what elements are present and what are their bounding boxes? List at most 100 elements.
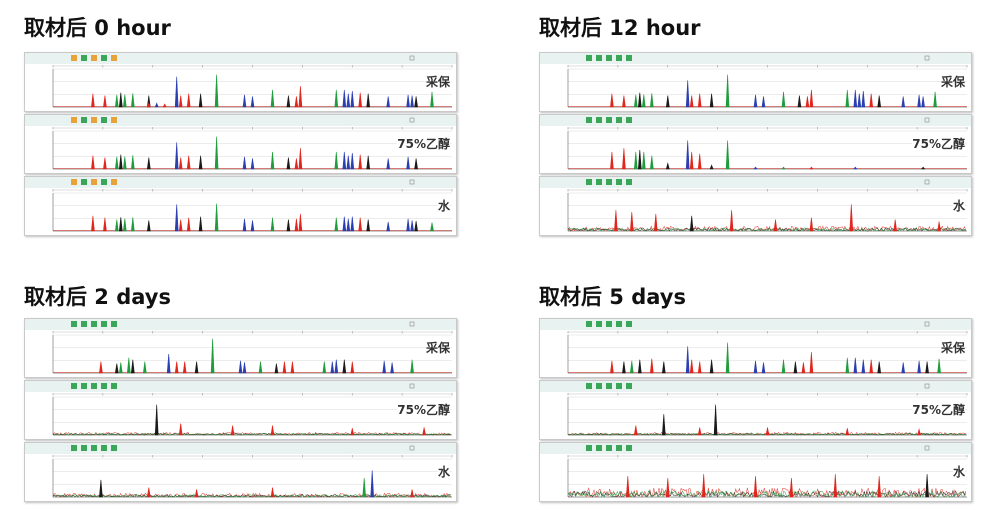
toolbar-button-icon xyxy=(71,445,77,451)
peak-green xyxy=(334,217,339,232)
checkbox-icon xyxy=(409,179,415,185)
peak-red xyxy=(174,361,179,374)
peak-blue xyxy=(242,362,247,374)
toolbar-button-icon xyxy=(91,55,97,61)
peak-black xyxy=(793,361,798,374)
peak-green xyxy=(649,93,654,108)
peak-red xyxy=(350,361,355,374)
toolbar-button-icon xyxy=(606,383,612,389)
peak-green xyxy=(430,91,434,108)
peak-blue xyxy=(350,216,355,232)
peak-green xyxy=(130,155,135,170)
peak-red xyxy=(697,361,702,374)
peak-black xyxy=(366,155,371,170)
panel-label-2-2: 水 xyxy=(437,463,450,480)
peak-red xyxy=(298,213,303,232)
panel-3-0: 采保 xyxy=(539,318,972,378)
peak-green xyxy=(781,91,786,108)
peak-blue xyxy=(334,359,339,374)
peak-blue xyxy=(386,158,391,170)
peak-blue xyxy=(154,102,159,108)
toolbar-button-icon xyxy=(606,179,612,185)
peak-red xyxy=(701,474,706,498)
peak-black xyxy=(146,220,151,232)
peak-red xyxy=(665,477,670,498)
peak-green xyxy=(845,89,850,108)
peak-black xyxy=(194,361,199,374)
toolbar-button-icon xyxy=(606,445,612,451)
trace-svg-3-0 xyxy=(540,319,971,374)
peak-green xyxy=(130,93,135,108)
peak-black xyxy=(414,96,418,108)
peak-red xyxy=(178,219,183,232)
peak-red xyxy=(653,213,658,232)
peak-blue xyxy=(166,353,171,374)
peak-green xyxy=(270,89,275,108)
toolbar-button-icon xyxy=(586,179,592,185)
peak-green xyxy=(362,477,367,498)
checkbox-icon xyxy=(409,117,415,123)
toolbar-button-icon xyxy=(71,55,77,61)
toolbar-button-icon xyxy=(616,55,622,61)
peak-blue xyxy=(370,470,375,498)
checkbox-icon xyxy=(924,117,930,123)
peak-red xyxy=(610,151,614,170)
toolbar-button-icon xyxy=(616,383,622,389)
toolbar-button-icon xyxy=(596,55,602,61)
peak-red xyxy=(809,352,814,374)
peak-red xyxy=(809,166,814,170)
peak-blue xyxy=(242,94,247,108)
trace-svg-1-2 xyxy=(540,177,971,232)
trace-svg-3-1 xyxy=(540,381,971,436)
peak-green xyxy=(114,94,119,108)
peak-black xyxy=(661,361,666,374)
peak-blue xyxy=(685,346,690,374)
toolbar-button-icon xyxy=(586,55,592,61)
checkbox-icon xyxy=(409,55,415,61)
peak-black xyxy=(118,217,123,232)
peak-red xyxy=(809,89,814,108)
toolbar-button-icon xyxy=(81,179,87,185)
peak-blue xyxy=(242,156,247,170)
peak-blue xyxy=(350,90,355,108)
peak-blue xyxy=(342,216,347,232)
peak-green xyxy=(270,217,275,232)
checkbox-icon xyxy=(409,321,415,327)
peak-red xyxy=(697,153,702,170)
toolbar-button-icon xyxy=(616,117,622,123)
peak-red xyxy=(146,102,151,108)
checkbox-icon xyxy=(924,55,930,61)
noise-trace xyxy=(52,432,451,436)
peak-red xyxy=(350,428,355,436)
toolbar-button-icon xyxy=(111,383,117,389)
group-title-2: 取材后 2 days xyxy=(24,285,171,309)
peak-green xyxy=(430,222,434,232)
trace-svg-0-0 xyxy=(25,53,456,108)
checkbox-icon xyxy=(924,179,930,185)
toolbar-button-icon xyxy=(111,55,117,61)
peak-black xyxy=(713,404,718,436)
peak-red xyxy=(270,425,275,436)
panel-label-1-2: 水 xyxy=(952,197,965,214)
peak-green xyxy=(214,136,219,170)
peak-red xyxy=(622,148,626,170)
peak-red xyxy=(805,96,810,108)
toolbar-button-icon xyxy=(111,179,117,185)
peak-black xyxy=(414,221,418,232)
peak-blue xyxy=(386,221,391,232)
peak-black xyxy=(797,95,802,108)
peak-blue xyxy=(861,359,866,374)
panel-label-0-0: 采保 xyxy=(425,73,450,90)
peak-blue xyxy=(685,140,690,170)
noise-trace xyxy=(567,486,966,498)
peak-red xyxy=(162,103,167,108)
peak-black xyxy=(665,162,670,170)
group-title-3: 取材后 5 days xyxy=(539,285,686,309)
peak-blue xyxy=(410,95,414,108)
peak-red xyxy=(91,215,95,232)
toolbar-button-icon xyxy=(101,55,107,61)
peak-black xyxy=(286,219,291,232)
toolbar-button-icon xyxy=(111,445,117,451)
peak-blue xyxy=(901,362,906,374)
panel-label-3-2: 水 xyxy=(952,463,965,480)
